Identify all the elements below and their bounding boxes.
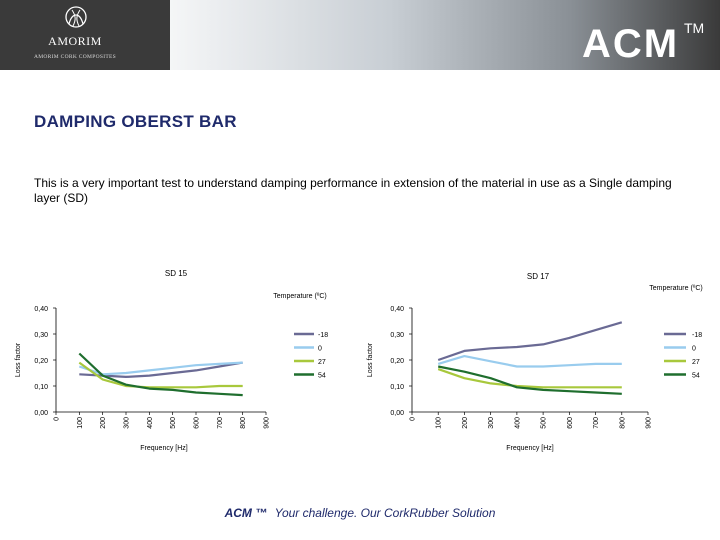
chart-2-legend-label: 54 [692,373,700,380]
brand-gradient-band [120,0,720,70]
chart-1-y-tick-label: 0,30 [34,332,48,339]
footer-slogan: ACM ™ Your challenge. Our CorkRubber Sol… [0,506,720,520]
chart-1-series-minus18-line [79,361,243,378]
chart-2-x-tick-label: 400 [514,417,521,429]
chart-2-y-tick-label: 0,10 [390,384,404,391]
charts-area: SD 15 Temperature (ºC) 0,00 0,10 0,20 0,30 0,4… [15,269,703,452]
chart-2-x-tick-label: 900 [646,417,653,429]
chart-2-series-54-line [437,365,622,395]
chart-2-x-tick-label: 500 [541,417,548,429]
chart-2-legend-title: Temperature (ºC) [649,285,703,292]
chart-2-x-tick-label: 100 [436,417,443,429]
chart-2-legend-label: 27 [692,359,700,366]
chart-1-title: SD 15 [165,269,188,278]
chart-1-legend-label: 54 [318,373,326,380]
chart-1-legend-title: Temperature (ºC) [273,293,327,300]
chart-1-y-tick-label: 0,10 [34,384,48,391]
chart-1-x-tick-label: 100 [77,417,84,429]
chart-2-x-tick-label: 800 [619,417,626,429]
header-banner: AMORIM AMORIM CORK COMPOSITES ACM TM [0,0,720,92]
chart-1-x-tick-label: 700 [217,417,224,429]
chart-1-series-27-line [78,361,243,389]
chart-1-y-tick-label: 0,40 [34,306,48,313]
chart-2-series-0-line [437,355,622,368]
chart-1-legend-label: 27 [318,359,326,366]
chart-2-x-tick-label: 300 [488,417,495,429]
chart-1-y-tick-label: 0,00 [34,410,48,417]
chart-1-y-axis-label: Loss factor [15,342,22,377]
chart-2-title: SD 17 [527,272,550,281]
chart-1-x-tick-label: 200 [100,417,107,429]
chart-2-y-tick-label: 0,00 [390,410,404,417]
chart-1-x-tick-label: 0 [54,417,61,421]
chart-2-legend-label: 0 [692,346,696,353]
company-logo: AMORIM AMORIM CORK COMPOSITES [0,0,170,70]
acm-brand-mark: ACM [582,22,680,66]
chart-2-x-tick-label: 600 [567,417,574,429]
logo-wordmark: AMORIM [48,34,102,48]
chart-1-x-tick-label: 500 [170,417,177,429]
chart-1-legend-label: 0 [318,346,322,353]
footer-slogan-text: Your challenge. Our CorkRubber Solution [274,506,496,520]
chart-2-y-tick-label: 0,40 [390,306,404,313]
chart-1-x-axis-label: Frequency [Hz] [140,445,188,452]
chart-1-x-tick-label: 300 [124,417,131,429]
chart-2-legend-label: -18 [692,332,702,339]
chart-1-y-tick-label: 0,20 [34,358,48,365]
chart-1-x-tick-label: 800 [240,417,247,429]
chart-1-x-tick-label: 600 [194,417,201,429]
chart-1-x-tick-label: 900 [264,417,271,429]
chart-2-x-axis-label: Frequency [Hz] [506,445,554,452]
chart-2-series-minus18-line [437,321,623,362]
chart-1-series-0-line [78,361,243,376]
amorim-emblem-icon [65,6,87,28]
chart-1-legend-label: -18 [318,332,328,339]
chart-1-x-tick-label: 400 [147,417,154,429]
chart-2-y-tick-label: 0,20 [390,358,404,365]
test-description: This is a very important test to underst… [34,176,672,205]
chart-2-y-axis-label: Loss factor [367,342,374,377]
chart-2-y-tick-label: 0,30 [390,332,404,339]
chart-2-x-tick-label: 700 [593,417,600,429]
trademark-symbol: TM [684,20,705,36]
logo-subtitle: AMORIM CORK COMPOSITES [33,54,117,60]
chart-2-x-tick-label: 200 [462,417,469,429]
footer-brand: ACM ™ [224,506,268,520]
chart-2-x-tick-label: 0 [410,417,417,421]
chart-1-series-54-line [78,352,243,397]
chart-2-series-27-line [437,368,622,389]
page-title: DAMPING OBERST BAR [34,112,237,131]
